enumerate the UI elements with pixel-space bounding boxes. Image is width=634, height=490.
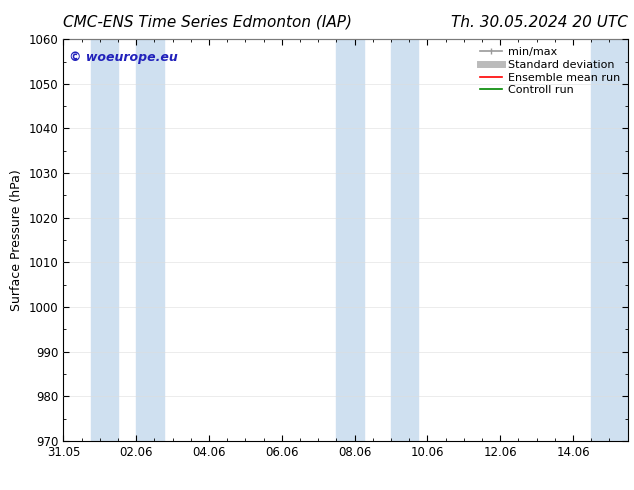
Bar bbox=[592, 39, 628, 441]
Text: CMC-ENS Time Series Edmonton (IAP): CMC-ENS Time Series Edmonton (IAP) bbox=[63, 15, 353, 30]
Bar bbox=[136, 39, 164, 441]
Y-axis label: Surface Pressure (hPa): Surface Pressure (hPa) bbox=[10, 169, 23, 311]
Bar bbox=[337, 39, 364, 441]
Text: Th. 30.05.2024 20 UTC: Th. 30.05.2024 20 UTC bbox=[451, 15, 628, 30]
Bar bbox=[91, 39, 118, 441]
Legend: min/max, Standard deviation, Ensemble mean run, Controll run: min/max, Standard deviation, Ensemble me… bbox=[477, 45, 622, 98]
Text: © woeurope.eu: © woeurope.eu bbox=[69, 51, 178, 64]
Bar bbox=[391, 39, 418, 441]
